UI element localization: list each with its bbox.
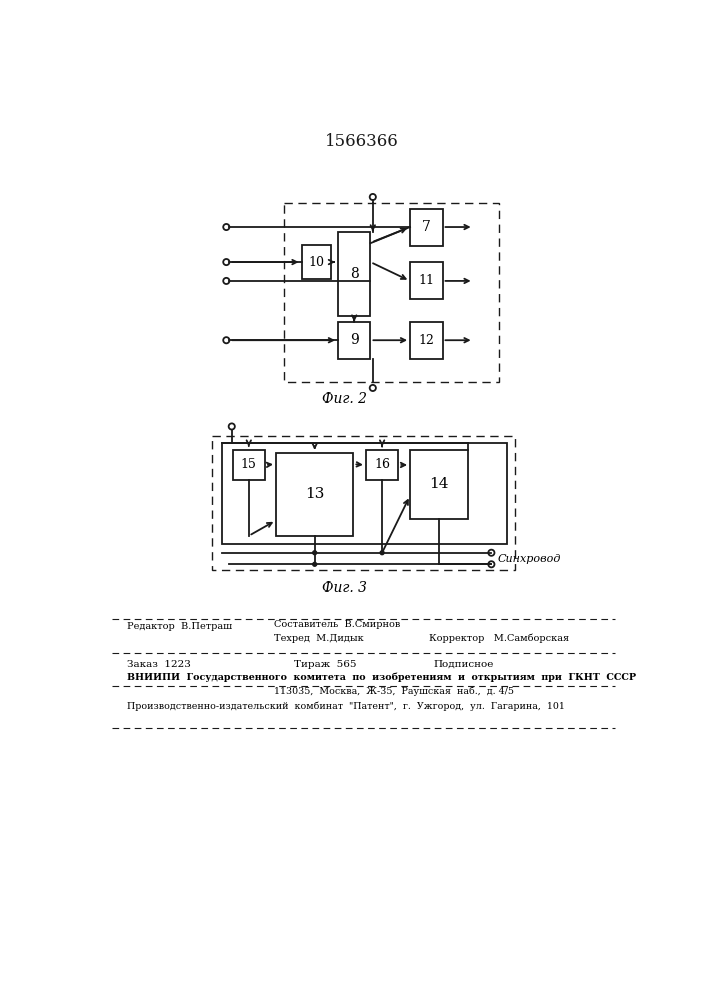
Bar [338, 322, 370, 359]
Text: 8: 8 [350, 267, 358, 281]
Text: 113035,  Москва,  Ж-35,  Раушская  наб.,  д. 4/5: 113035, Москва, Ж-35, Раушская наб., д. … [274, 687, 515, 696]
Circle shape [312, 562, 317, 566]
Bar [410, 209, 443, 246]
Bar [301, 245, 331, 279]
Text: 9: 9 [350, 333, 358, 347]
Text: Техред  М.Дидык: Техред М.Дидык [274, 634, 364, 643]
Bar [366, 450, 398, 480]
Bar [410, 322, 443, 359]
Text: Составитель  В.Смирнов: Составитель В.Смирнов [274, 620, 401, 629]
Circle shape [312, 551, 317, 555]
Text: Подписное: Подписное [433, 660, 493, 669]
Bar [222, 443, 507, 544]
Bar [233, 450, 265, 480]
Text: ВНИИПИ  Государственного  комитета  по  изобретениям  и  открытиям  при  ГКНТ  С: ВНИИПИ Государственного комитета по изоб… [127, 673, 636, 682]
Bar [410, 450, 468, 519]
Text: Заказ  1223: Заказ 1223 [127, 660, 191, 669]
Bar [276, 453, 354, 536]
Bar [338, 232, 370, 316]
Text: Фиг. 3: Фиг. 3 [322, 581, 367, 595]
Text: 13: 13 [305, 487, 325, 501]
Text: 11: 11 [419, 274, 434, 287]
Bar [212, 436, 515, 570]
Circle shape [380, 551, 384, 555]
Text: Производственно-издательский  комбинат  "Патент",  г.  Ужгород,  ул.  Гагарина, : Производственно-издательский комбинат "П… [127, 702, 565, 711]
Text: 12: 12 [419, 334, 434, 347]
Bar [284, 203, 499, 382]
Text: Корректор   М.Самборская: Корректор М.Самборская [429, 633, 570, 643]
Text: 7: 7 [422, 220, 431, 234]
Text: 10: 10 [308, 256, 325, 269]
Text: 14: 14 [429, 477, 449, 491]
Text: Синхровод: Синхровод [498, 554, 561, 564]
Bar [410, 262, 443, 299]
Text: Редактор  В.Петраш: Редактор В.Петраш [127, 622, 233, 631]
Text: Тираж  565: Тираж 565 [293, 660, 356, 669]
Text: 1566366: 1566366 [325, 133, 399, 150]
Text: 16: 16 [374, 458, 390, 471]
Text: 15: 15 [241, 458, 257, 471]
Text: Фиг. 2: Фиг. 2 [322, 392, 367, 406]
